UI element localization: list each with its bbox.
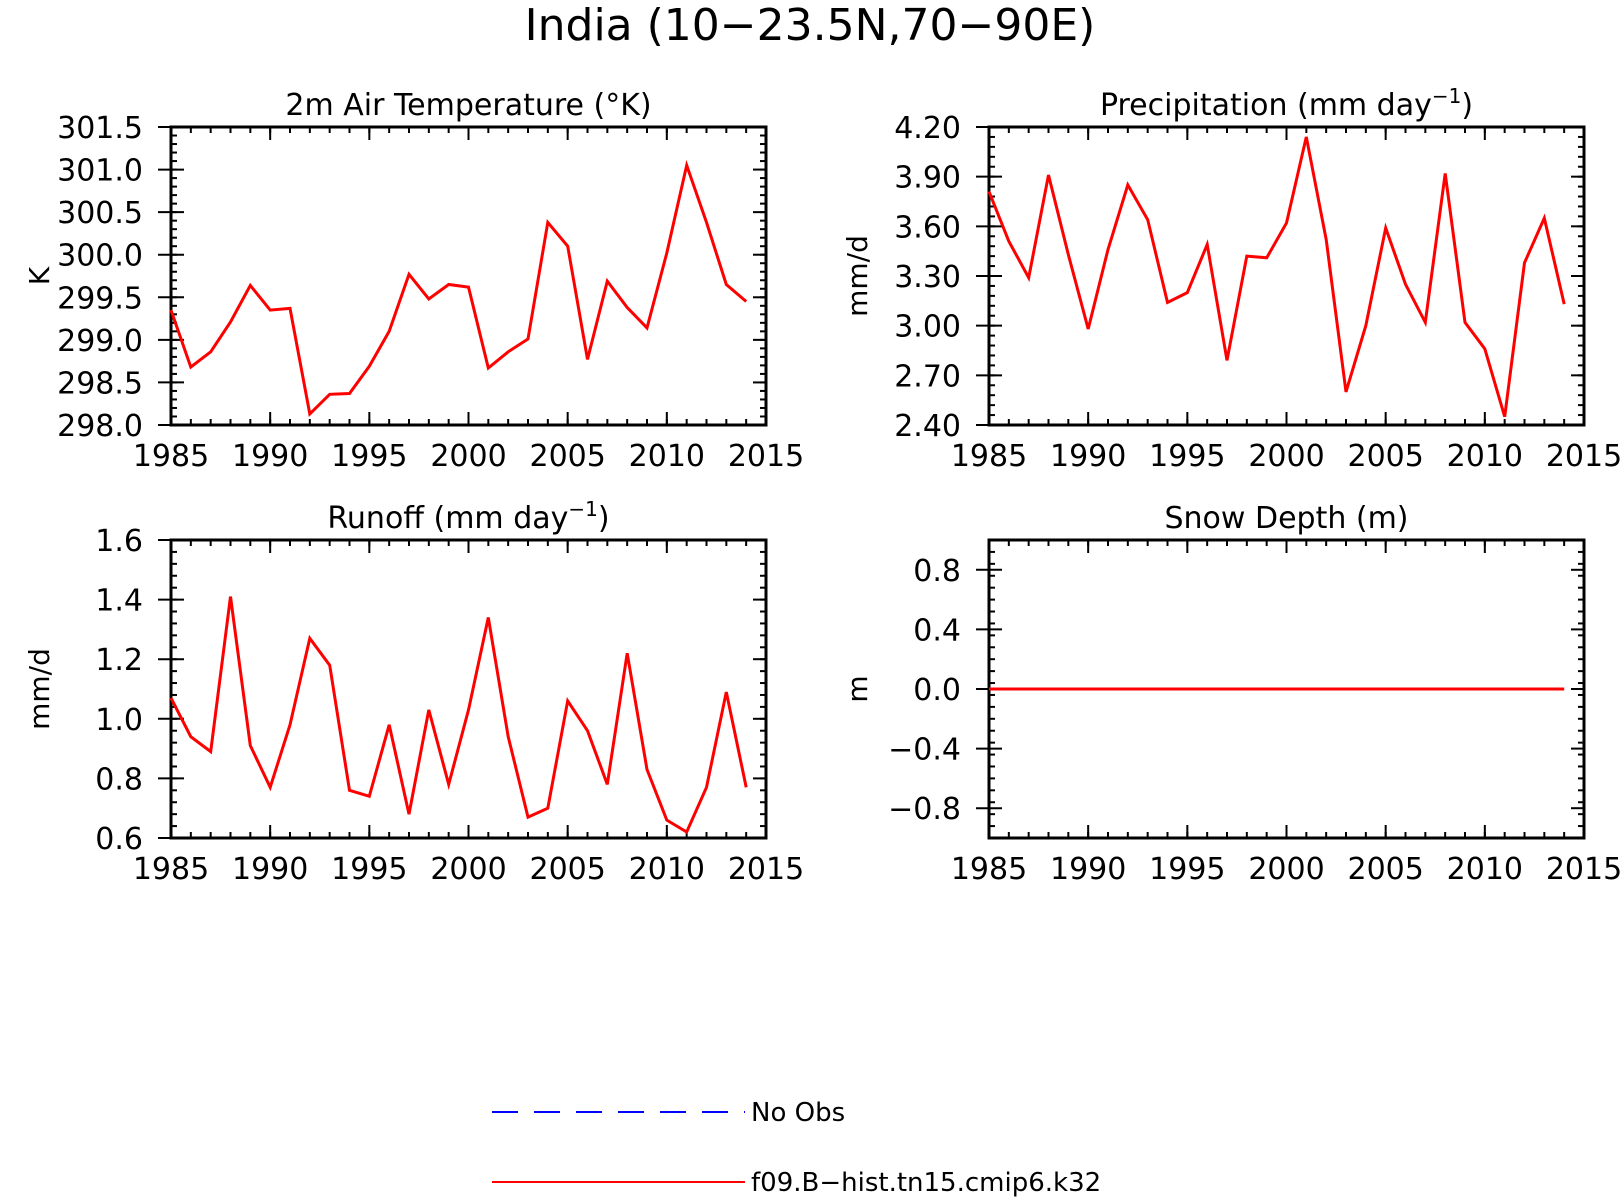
x-tick-label: 1995: [331, 852, 407, 887]
series-line: [169, 596, 748, 835]
y-tick-label: 1.0: [95, 703, 143, 738]
y-tick-label: 301.0: [57, 154, 143, 189]
y-tick-label: 301.5: [57, 111, 143, 146]
x-tick-label: 1995: [331, 439, 407, 474]
x-tick-label: 1985: [133, 439, 209, 474]
x-tick-label: 2010: [629, 852, 705, 887]
x-tick-label: 2005: [529, 852, 605, 887]
y-tick-label: 0.8: [913, 554, 961, 589]
y-tick-label: 299.5: [57, 281, 143, 316]
legend: No Obs f09.B−hist.tn15.cmip6.k32: [492, 1098, 1101, 1198]
x-tick-label: 1995: [1149, 439, 1225, 474]
x-tick-label: 2000: [1248, 852, 1324, 887]
x-tick-label: 2015: [1546, 852, 1621, 887]
y-tick-label: 3.00: [894, 310, 961, 345]
x-tick-label: 1985: [133, 852, 209, 887]
y-tick-label: 2.70: [894, 359, 961, 394]
plot-frame: [169, 538, 768, 840]
panel-title: Snow Depth (m): [1164, 501, 1408, 536]
y-tick-label: 298.0: [57, 409, 143, 444]
y-tick-label: 3.60: [894, 210, 961, 245]
y-axis-label: mm/d: [841, 235, 874, 317]
x-tick-label: 1985: [951, 439, 1027, 474]
y-tick-label: 298.5: [57, 366, 143, 401]
y-tick-label: 0.8: [95, 762, 143, 797]
figure-title: India (10−23.5N,70−90E): [525, 0, 1096, 51]
y-tick-label: 0.6: [95, 822, 143, 857]
x-tick-label: 2000: [1248, 439, 1324, 474]
x-tick-label: 2015: [1546, 439, 1621, 474]
y-tick-label: 4.20: [894, 111, 961, 146]
x-tick-label: 1990: [1050, 852, 1126, 887]
plot-frame: [987, 125, 1586, 427]
x-tick-label: 2005: [529, 439, 605, 474]
y-tick-label: 2.40: [894, 409, 961, 444]
y-tick-label: 300.0: [57, 239, 143, 274]
x-tick-label: 2010: [629, 439, 705, 474]
y-axis-label: K: [23, 266, 56, 285]
x-tick-label: 1990: [232, 852, 308, 887]
x-tick-label: 2000: [430, 439, 506, 474]
x-tick-label: 2015: [728, 439, 804, 474]
x-tick-label: 1985: [951, 852, 1027, 887]
y-tick-label: 0.0: [913, 673, 961, 708]
y-axis-label: mm/d: [23, 648, 56, 730]
y-tick-label: 299.0: [57, 324, 143, 359]
panel-title: Precipitation (mm day−1): [1100, 84, 1473, 123]
y-tick-label: 3.30: [894, 260, 961, 295]
y-axis-label: m: [841, 675, 874, 702]
x-tick-label: 1990: [1050, 439, 1126, 474]
y-tick-label: 1.6: [95, 524, 143, 559]
y-tick-label: 3.90: [894, 161, 961, 196]
x-tick-label: 2005: [1347, 439, 1423, 474]
x-tick-label: 1995: [1149, 852, 1225, 887]
x-tick-label: 2010: [1447, 852, 1523, 887]
plot-frame: [169, 125, 768, 427]
y-tick-label: 1.2: [95, 643, 143, 678]
x-tick-label: 1990: [232, 439, 308, 474]
y-tick-label: 1.4: [95, 584, 143, 619]
panel-title: Runoff (mm day−1): [327, 497, 609, 536]
panel-precipitation: Precipitation (mm day−1) mm/d 1985 1990 1995…: [841, 84, 1621, 474]
y-tick-label: 0.4: [913, 613, 961, 648]
x-tick-label: 2010: [1447, 439, 1523, 474]
legend-label-model: f09.B−hist.tn15.cmip6.k32: [751, 1168, 1101, 1198]
y-tick-label: 300.5: [57, 196, 143, 231]
series-line: [987, 136, 1566, 418]
panel-title: 2m Air Temperature (°K): [285, 88, 651, 123]
panel-runoff: Runoff (mm day−1) mm/d 1985 1990 1995 2000 200…: [23, 497, 804, 887]
legend-label-no-obs: No Obs: [751, 1098, 845, 1128]
y-tick-label: −0.8: [888, 792, 961, 827]
x-tick-label: 2000: [430, 852, 506, 887]
panel-air-temperature: 2m Air Temperature (°K) K 1985 1990 1995 2000…: [23, 88, 804, 474]
x-tick-label: 2005: [1347, 852, 1423, 887]
series-line: [169, 159, 748, 417]
panel-snow-depth: Snow Depth (m) m 1985 1990 1995 2000 2005 2010 2…: [841, 501, 1621, 887]
x-tick-label: 2015: [728, 852, 804, 887]
y-tick-label: −0.4: [888, 733, 961, 768]
